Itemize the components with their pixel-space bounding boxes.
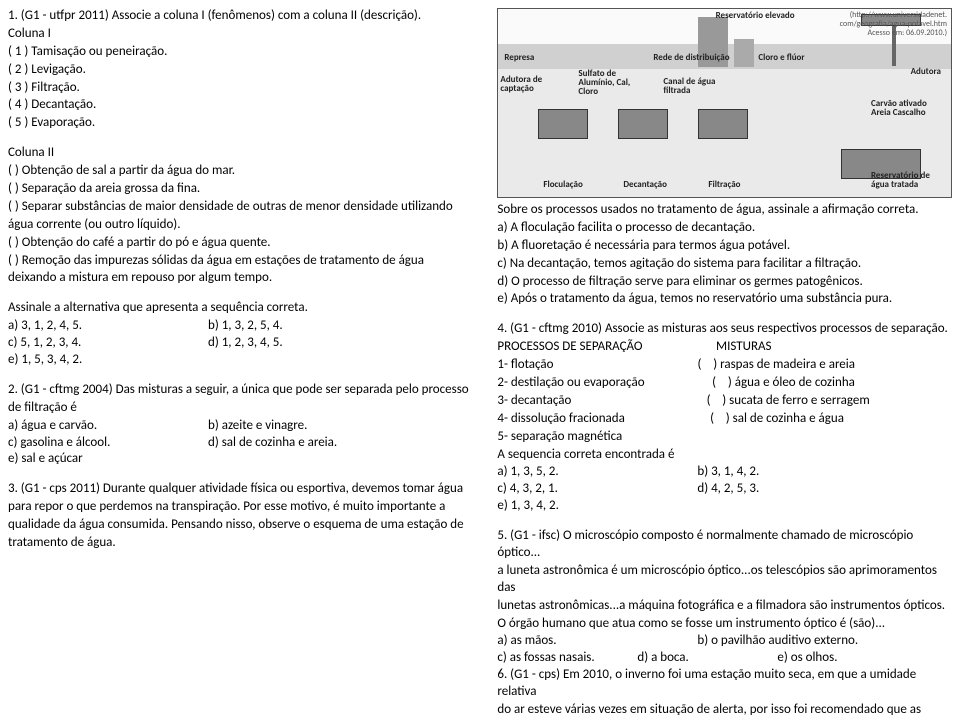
col2-item: ( ) Obtenção de sal a partir da água do … [8, 163, 485, 180]
q6-line: 6. (G1 - cps) Em 2010, o inverno foi uma… [497, 667, 952, 701]
diagram-label: Rede de distribuição [653, 53, 729, 62]
q3-option: c) Na decantação, temos agitação do sist… [497, 256, 952, 273]
q3-prompt: Sobre os processos usados no tratamento … [497, 202, 952, 219]
q1-option: a) 3, 1, 2, 4, 5. [8, 318, 208, 335]
q1-option: c) 5, 1, 2, 3, 4. [8, 335, 208, 352]
q2-option: a) água e carvão. [8, 418, 208, 435]
water-treatment-diagram: Reservatório elevado Represa Adutora de … [497, 8, 952, 198]
q4-row: 2- destilação ou evaporação ( ) água e ó… [497, 375, 952, 392]
q2-header: de filtração é [8, 400, 485, 417]
q3-option: a) A floculação facilita o processo de d… [497, 220, 952, 237]
q5-line: a luneta astronômica é um microscópio óp… [497, 563, 952, 597]
q4-row: 3- decantação ( ) sucata de ferro e serr… [497, 393, 952, 410]
q3-option: d) O processo de filtração serve para el… [497, 274, 952, 291]
col1-item: ( 1 ) Tamisação ou peneiração. [8, 44, 485, 61]
col1-item: ( 5 ) Evaporação. [8, 115, 485, 132]
diagram-source: (http://www.universidadenet. com/geograf… [840, 11, 947, 37]
q2-option: b) azeite e vinagre. [208, 418, 307, 435]
q4-option: e) 1, 3, 4, 2. [497, 498, 952, 515]
q1-options-row: a) 3, 1, 2, 4, 5. b) 1, 3, 2, 5, 4. [8, 318, 485, 335]
q2-options-row: c) gasolina e álcool. d) sal de cozinha … [8, 435, 485, 452]
left-column: 1. (G1 - utfpr 2011) Associe a coluna I … [8, 8, 485, 613]
col2-item: água corrente (ou outro líquido). [8, 217, 485, 234]
diagram-label: Floculação [543, 180, 582, 189]
diagram-label: Reservatório elevado [716, 11, 795, 20]
q4-option: b) 3, 1, 4, 2. [697, 464, 759, 481]
col2-item: deixando a mistura em repouso por algum … [8, 270, 485, 287]
q1-header: 1. (G1 - utfpr 2011) Associe a coluna I … [8, 8, 485, 25]
q5-line: O órgão humano que atua como se fosse um… [497, 616, 952, 633]
q4-colhead: PROCESSOS DE SEPARAÇÃO MISTURAS [497, 339, 952, 356]
diagram-label: Decantação [623, 180, 667, 189]
right-column: Reservatório elevado Represa Adutora de … [497, 8, 952, 613]
q4-options-row: c) 4, 3, 2, 1. d) 4, 2, 5, 3. [497, 481, 952, 498]
q4-row: 4- dissolução fracionada ( ) sal de cozi… [497, 411, 952, 428]
tank-icon [618, 109, 668, 139]
diagram-label: Canal de água filtrada [663, 77, 723, 95]
q1-option: b) 1, 3, 2, 5, 4. [208, 318, 283, 335]
q5-options-row: a) as mãos. b) o pavilhão auditivo exter… [497, 633, 952, 650]
q6-line: do ar esteve várias vezes em situação de… [497, 702, 952, 719]
tank-icon [698, 109, 748, 139]
q1-options-row: c) 5, 1, 2, 3, 4. d) 1, 2, 3, 4, 5. [8, 335, 485, 352]
house-icon [734, 39, 754, 67]
col1-item: ( 2 ) Levigação. [8, 62, 485, 79]
q5-option: d) a boca. [637, 650, 777, 667]
q3-option: b) A fluoretação é necessária para termo… [497, 238, 952, 255]
col2-item: ( ) Obtenção do café a partir do pó e ág… [8, 235, 485, 252]
q1-prompt: Assinale a alternativa que apresenta a s… [8, 300, 485, 317]
diagram-label: Adutora de captação [500, 75, 550, 93]
diagram-label: Reservatório de água tratada [871, 171, 941, 189]
q4-header: 4. (G1 - cftmg 2010) Associe as misturas… [497, 321, 952, 338]
q2-header: 2. (G1 - cftmg 2004) Das misturas a segu… [8, 382, 485, 399]
q3-line: para repor o que perdemos na transpiraçã… [8, 499, 485, 516]
q4-row: 5- separação magnética [497, 429, 952, 446]
diagram-label: Cloro e flúor [758, 53, 804, 62]
q4-option: a) 1, 3, 5, 2. [497, 464, 697, 481]
diagram-label: Carvão ativado Areia Cascalho [871, 99, 941, 117]
q4-option: d) 4, 2, 5, 3. [697, 481, 759, 498]
col1-item: ( 3 ) Filtração. [8, 80, 485, 97]
q1-option: e) 1, 5, 3, 4, 2. [8, 352, 485, 369]
q5-option: b) o pavilhão auditivo externo. [697, 633, 858, 650]
q3-line: qualidade da água consumida. Pensando ni… [8, 517, 485, 534]
col2-title: Coluna II [8, 145, 485, 162]
col2-item: ( ) Remoção das impurezas sólidas da águ… [8, 253, 485, 270]
diagram-label: Filtração [708, 180, 740, 189]
q1-option: d) 1, 2, 3, 4, 5. [208, 335, 283, 352]
col1-title: Coluna I [8, 26, 485, 43]
q5-option: e) os olhos. [777, 650, 837, 667]
q5-line: 5. (G1 - ifsc) O microscópio composto é … [497, 528, 952, 562]
q4-options-row: a) 1, 3, 5, 2. b) 3, 1, 4, 2. [497, 464, 952, 481]
diagram-label: Adutora [911, 67, 941, 76]
diagram-label: Represa [504, 53, 534, 62]
q4-option: c) 4, 3, 2, 1. [497, 481, 697, 498]
q5-option: a) as mãos. [497, 633, 697, 650]
q3-line: tratamento de água. [8, 535, 485, 552]
q3-line: 3. (G1 - cps 2011) Durante qualquer ativ… [8, 481, 485, 498]
q4-prompt: A sequencia correta encontrada é [497, 447, 952, 464]
diagram-label: Sulfato de Alumínio, Cal, Cloro [578, 69, 633, 96]
q2-option: d) sal de cozinha e areia. [208, 435, 337, 452]
tank-icon [538, 109, 588, 139]
q2-option: e) sal e açúcar [8, 451, 485, 468]
q3-option: e) Após o tratamento da água, temos no r… [497, 291, 952, 308]
col1-item: ( 4 ) Decantação. [8, 97, 485, 114]
q5-option: c) as fossas nasais. [497, 650, 637, 667]
q5-line: lunetas astronômicas...a máquina fotográ… [497, 598, 952, 615]
col2-item: ( ) Separação da areia grossa da fina. [8, 181, 485, 198]
q4-row: 1- flotação ( ) raspas de madeira e arei… [497, 357, 952, 374]
q2-option: c) gasolina e álcool. [8, 435, 208, 452]
q2-options-row: a) água e carvão. b) azeite e vinagre. [8, 418, 485, 435]
q5-options-row: c) as fossas nasais. d) a boca. e) os ol… [497, 650, 952, 667]
col2-item: ( ) Separar substâncias de maior densida… [8, 199, 485, 216]
